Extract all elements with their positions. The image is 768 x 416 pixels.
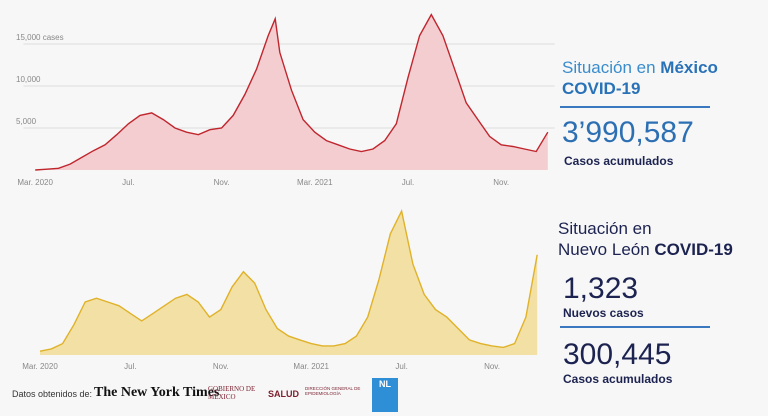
source-label: Datos obtenidos de: — [12, 389, 93, 399]
x-tick-label: Jul. — [122, 178, 134, 187]
title-text: México — [660, 58, 718, 77]
title-text: COVID-19 — [654, 240, 733, 259]
area — [40, 211, 538, 355]
title-text: Situación en — [558, 219, 652, 238]
area — [35, 14, 548, 170]
gob-logo: GOBIERNO DE MÉXICO — [208, 385, 256, 401]
stat-label: Casos acumulados — [563, 372, 673, 386]
x-tick-label: Jul. — [124, 362, 136, 371]
x-tick-label: Nov. — [214, 178, 230, 187]
separator — [560, 106, 710, 108]
x-tick-label: Jul. — [395, 362, 407, 371]
line — [39, 208, 538, 352]
y-tick-label: 15,000 cases — [16, 33, 64, 42]
title-text: COVID-19 — [562, 79, 641, 98]
x-tick-label: Mar. 2021 — [297, 178, 333, 187]
nl-logo: NL — [372, 378, 398, 412]
stat-label: Nuevos casos — [563, 306, 644, 320]
stat-number: 300,445 — [563, 338, 672, 371]
title-text: Situación en — [562, 58, 661, 77]
x-tick-label: Mar. 2020 — [22, 362, 58, 371]
y-tick-label: 5,000 — [16, 117, 37, 126]
stat-number: 1,323 — [563, 272, 639, 305]
x-tick-label: Mar. 2021 — [293, 362, 329, 371]
salud-logo: SALUD — [268, 389, 299, 399]
x-tick-label: Nov. — [484, 362, 500, 371]
title-text: Nuevo León — [558, 240, 655, 259]
epi-logo: DIRECCIÓN GENERAL DE EPIDEMIOLOGÍA — [305, 386, 361, 396]
x-tick-label: Mar. 2020 — [17, 178, 53, 187]
x-tick-label: Jul. — [402, 178, 414, 187]
x-tick-label: Nov. — [213, 362, 229, 371]
nyt-logo: The New York Times — [94, 385, 220, 400]
y-tick-label: 10,000 — [16, 75, 41, 84]
line — [35, 13, 549, 171]
panel-title: Situación en México — [562, 58, 718, 78]
stat-label: Casos acumulados — [564, 154, 674, 168]
stat-number: 3’990,587 — [562, 116, 694, 149]
x-tick-label: Nov. — [493, 178, 509, 187]
separator — [560, 326, 710, 328]
